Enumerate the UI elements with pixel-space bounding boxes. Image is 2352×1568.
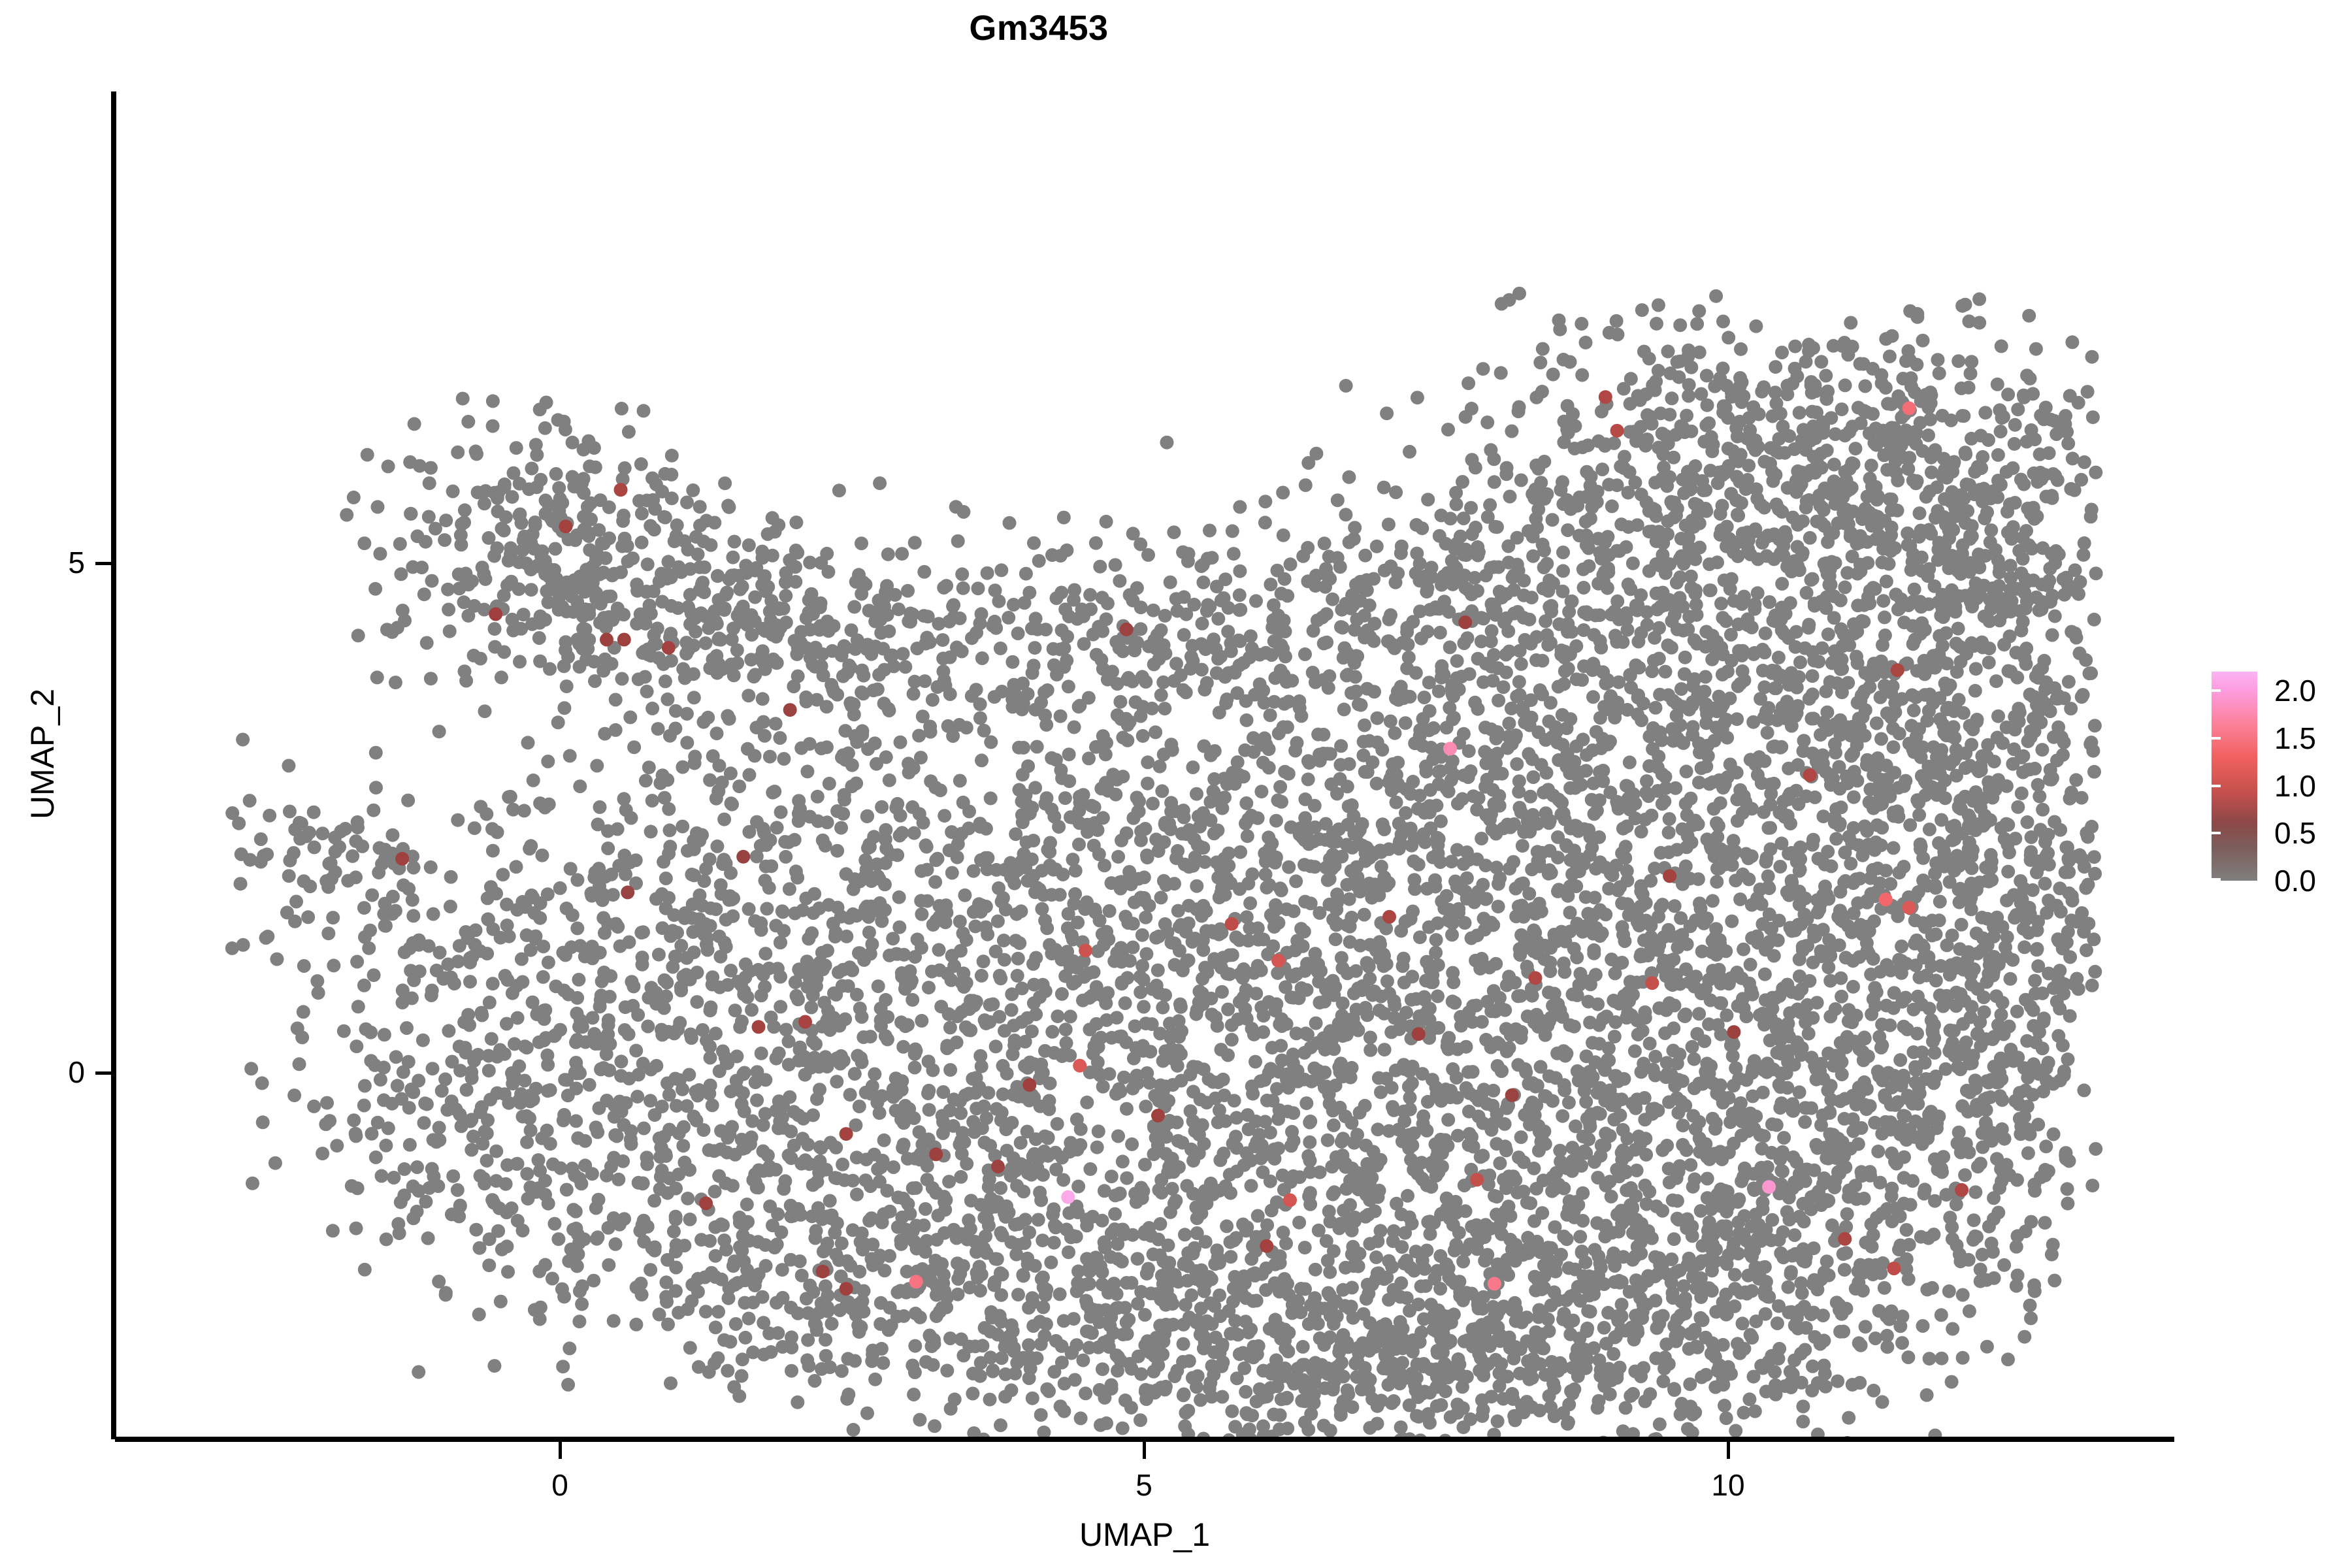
- data-point: [783, 703, 797, 717]
- x-axis-title: UMAP_1: [1079, 1516, 1211, 1553]
- data-point: [1528, 971, 1543, 985]
- data-point: [1610, 423, 1624, 438]
- data-point: [1803, 768, 1817, 782]
- colorbar-tick-label: 0.5: [2274, 816, 2316, 851]
- data-point: [798, 1015, 812, 1029]
- x-axis-tick-mark: [1727, 1442, 1730, 1459]
- data-point: [1151, 1109, 1165, 1122]
- data-point: [489, 607, 503, 621]
- colorbar-tick-label: 2.0: [2274, 674, 2316, 708]
- y-axis-title: UMAP_2: [24, 688, 61, 820]
- x-axis-tick-label: 0: [551, 1468, 568, 1502]
- data-point: [929, 1147, 943, 1162]
- page-title: Gm3453: [969, 8, 1109, 48]
- data-point: [1762, 1180, 1776, 1194]
- data-point: [1411, 1027, 1426, 1041]
- data-point: [1902, 900, 1916, 915]
- data-point: [736, 849, 751, 864]
- y-axis-tick-mark: [95, 1071, 112, 1075]
- y-axis-tick-mark: [95, 562, 112, 565]
- colorbar-tick-mark: [2333, 878, 2342, 881]
- data-point: [1878, 892, 1893, 907]
- data-point: [1271, 953, 1286, 968]
- data-point: [621, 885, 635, 900]
- data-point: [815, 1264, 830, 1279]
- data-point: [1890, 663, 1904, 678]
- data-point: [1443, 742, 1457, 756]
- background-cells: [225, 286, 2103, 1439]
- colorbar-tick-mark: [2333, 784, 2342, 787]
- data-point: [1887, 1262, 1901, 1275]
- data-point: [1022, 1078, 1037, 1092]
- data-point: [1598, 390, 1612, 404]
- data-point: [600, 632, 613, 647]
- colorbar-tick-mark: [2212, 878, 2221, 881]
- expressing-cells: [395, 390, 1969, 1296]
- colorbar-gradient: [2212, 672, 2257, 881]
- y-axis-tick-label: 5: [68, 546, 85, 580]
- data-point: [1283, 1193, 1297, 1207]
- data-point: [661, 641, 676, 655]
- color-legend: 2.0 1.5 1.0 0.5 0.0: [2212, 672, 2342, 896]
- scatter-plot-panel: [115, 91, 2174, 1439]
- scatter-points-layer: [225, 286, 2103, 1439]
- data-point: [839, 1282, 853, 1296]
- data-point: [395, 851, 410, 866]
- colorbar-tick-mark: [2333, 832, 2342, 835]
- x-axis-tick-mark: [1143, 1442, 1146, 1459]
- data-point: [1505, 1088, 1519, 1102]
- colorbar-tick-mark: [2212, 832, 2221, 835]
- data-point: [617, 632, 631, 647]
- colorbar-tick-mark: [2212, 689, 2221, 693]
- data-point: [1061, 1190, 1075, 1204]
- x-axis-tick-label: 5: [1135, 1468, 1152, 1502]
- data-point: [1224, 917, 1239, 931]
- data-point: [1458, 615, 1473, 629]
- data-point: [1645, 976, 1659, 990]
- x-axis-tick-label: 10: [1711, 1468, 1745, 1502]
- data-point: [1382, 909, 1396, 924]
- data-point: [559, 519, 573, 534]
- data-point: [1073, 1058, 1087, 1073]
- colorbar-tick-mark: [2333, 689, 2342, 693]
- colorbar-tick-label: 0.0: [2274, 864, 2316, 898]
- colorbar-tick-mark: [2333, 736, 2342, 740]
- data-point: [613, 483, 628, 497]
- y-axis-line: [111, 91, 116, 1439]
- data-point: [1470, 1173, 1484, 1187]
- data-point: [1955, 1183, 1969, 1197]
- data-point: [1079, 943, 1093, 958]
- data-point: [991, 1160, 1005, 1173]
- data-point: [1902, 401, 1916, 416]
- data-point: [699, 1196, 713, 1211]
- data-point: [1838, 1232, 1852, 1246]
- colorbar-tick-label: 1.0: [2274, 768, 2316, 803]
- x-axis-line: [115, 1437, 2174, 1442]
- data-point: [1487, 1277, 1501, 1291]
- data-point: [1119, 622, 1134, 636]
- colorbar-tick-mark: [2212, 736, 2221, 740]
- data-point: [1727, 1025, 1741, 1039]
- x-axis-tick-mark: [559, 1442, 562, 1459]
- colorbar-tick-mark: [2212, 784, 2221, 787]
- y-axis-tick-label: 0: [68, 1055, 85, 1089]
- data-point: [1260, 1239, 1274, 1253]
- data-point: [839, 1127, 853, 1141]
- colorbar-tick-label: 1.5: [2274, 721, 2316, 755]
- data-point: [1663, 869, 1677, 883]
- data-point: [909, 1275, 923, 1289]
- data-point: [751, 1020, 766, 1034]
